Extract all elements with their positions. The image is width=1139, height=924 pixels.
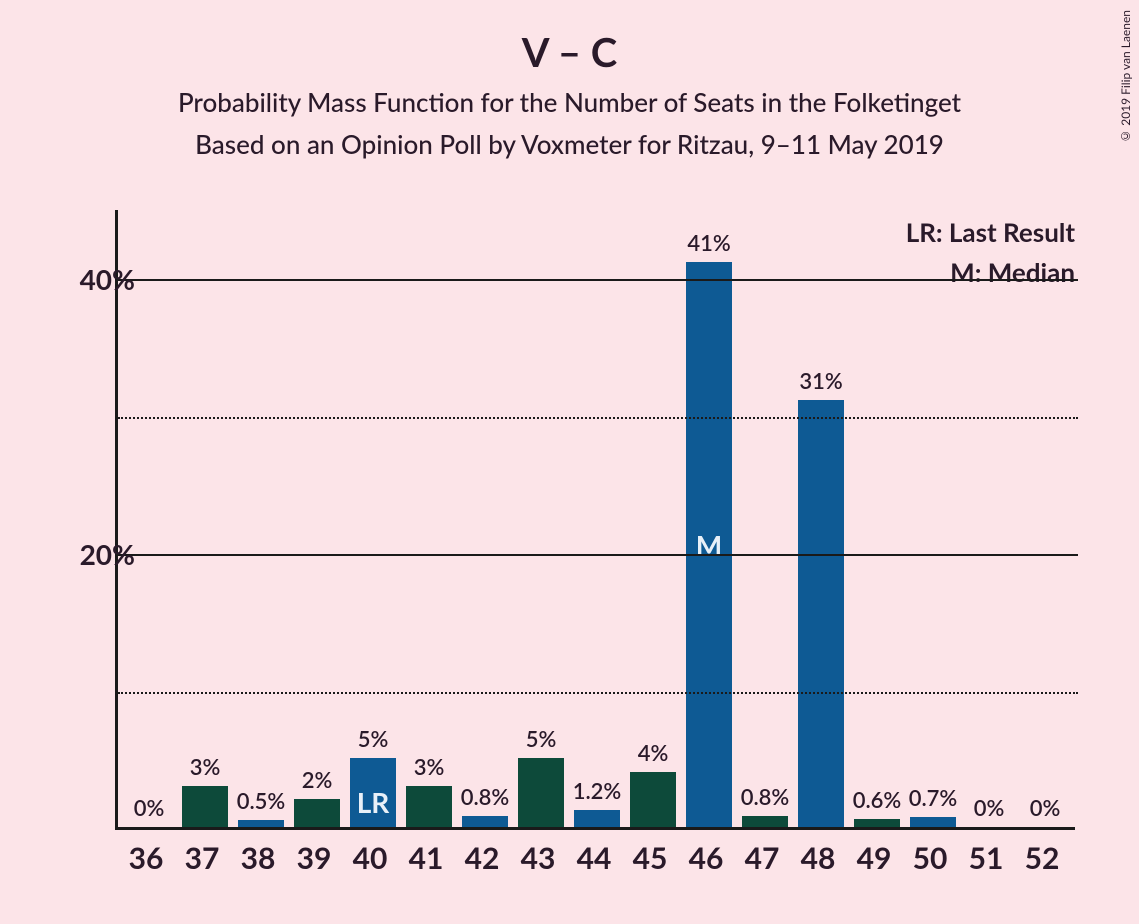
x-axis-tick-label: 39 — [297, 840, 332, 876]
bar-48 — [798, 400, 844, 827]
gridline — [118, 554, 1078, 556]
bar-44 — [574, 810, 620, 827]
copyright-text: © 2019 Filip van Laenen — [1118, 10, 1133, 144]
gridline — [118, 692, 1078, 694]
x-axis-tick-label: 43 — [521, 840, 556, 876]
bar-42 — [462, 816, 508, 827]
x-axis-tick-label: 45 — [633, 840, 668, 876]
x-axis-tick-label: 40 — [353, 840, 388, 876]
x-axis-tick-label: 49 — [857, 840, 892, 876]
bar-value-label: 31% — [771, 367, 871, 394]
bar-47 — [742, 816, 788, 827]
x-axis-tick-label: 50 — [913, 840, 948, 876]
chart-title: V – C — [0, 28, 1139, 76]
x-axis-tick-label: 41 — [409, 840, 444, 876]
x-axis-tick-label: 48 — [801, 840, 836, 876]
bars-container: 0%3%0.5%2%LR5%3%0.8%5%1.2%4%M41%0.8%31%0… — [118, 207, 1078, 827]
plot-region: LR: Last Result M: Median 0%3%0.5%2%LR5%… — [115, 210, 1075, 830]
y-axis-label: 20% — [80, 537, 135, 571]
bar-38 — [238, 820, 284, 827]
bar-value-label: 41% — [659, 229, 759, 256]
y-axis-label: 40% — [80, 262, 135, 296]
bar-49 — [854, 819, 900, 827]
x-axis-tick-label: 38 — [241, 840, 276, 876]
bar-45 — [630, 772, 676, 827]
x-axis-tick-label: 36 — [129, 840, 164, 876]
bar-value-label: 3% — [155, 753, 255, 780]
x-axis-tick-label: 52 — [1025, 840, 1060, 876]
x-axis-tick-label: 42 — [465, 840, 500, 876]
x-axis-tick-label: 37 — [185, 840, 220, 876]
bar-39 — [294, 799, 340, 827]
chart-subtitle-1: Probability Mass Function for the Number… — [0, 86, 1139, 118]
gridline — [118, 417, 1078, 419]
last-result-marker: LR — [350, 785, 396, 819]
x-axis-tick-label: 51 — [969, 840, 1004, 876]
x-axis-tick-label: 44 — [577, 840, 612, 876]
x-axis-labels: 36 37 38 39 40 41 42 43 44 45 46 47 48 49 50 51 52 — [115, 840, 1075, 880]
chart-area: LR: Last Result M: Median 0%3%0.5%2%LR5%… — [115, 210, 1105, 830]
gridline — [118, 279, 1078, 281]
x-axis-tick-label: 46 — [689, 840, 724, 876]
bar-value-label: 5% — [491, 725, 591, 752]
bar-value-label: 3% — [379, 753, 479, 780]
x-axis-tick-label: 47 — [745, 840, 780, 876]
chart-subtitle-2: Based on an Opinion Poll by Voxmeter for… — [0, 128, 1139, 160]
bar-value-label: 5% — [323, 725, 423, 752]
bar-46: M — [686, 262, 732, 827]
title-block: V – C Probability Mass Function for the … — [0, 0, 1139, 160]
bar-value-label: 0% — [995, 794, 1095, 821]
